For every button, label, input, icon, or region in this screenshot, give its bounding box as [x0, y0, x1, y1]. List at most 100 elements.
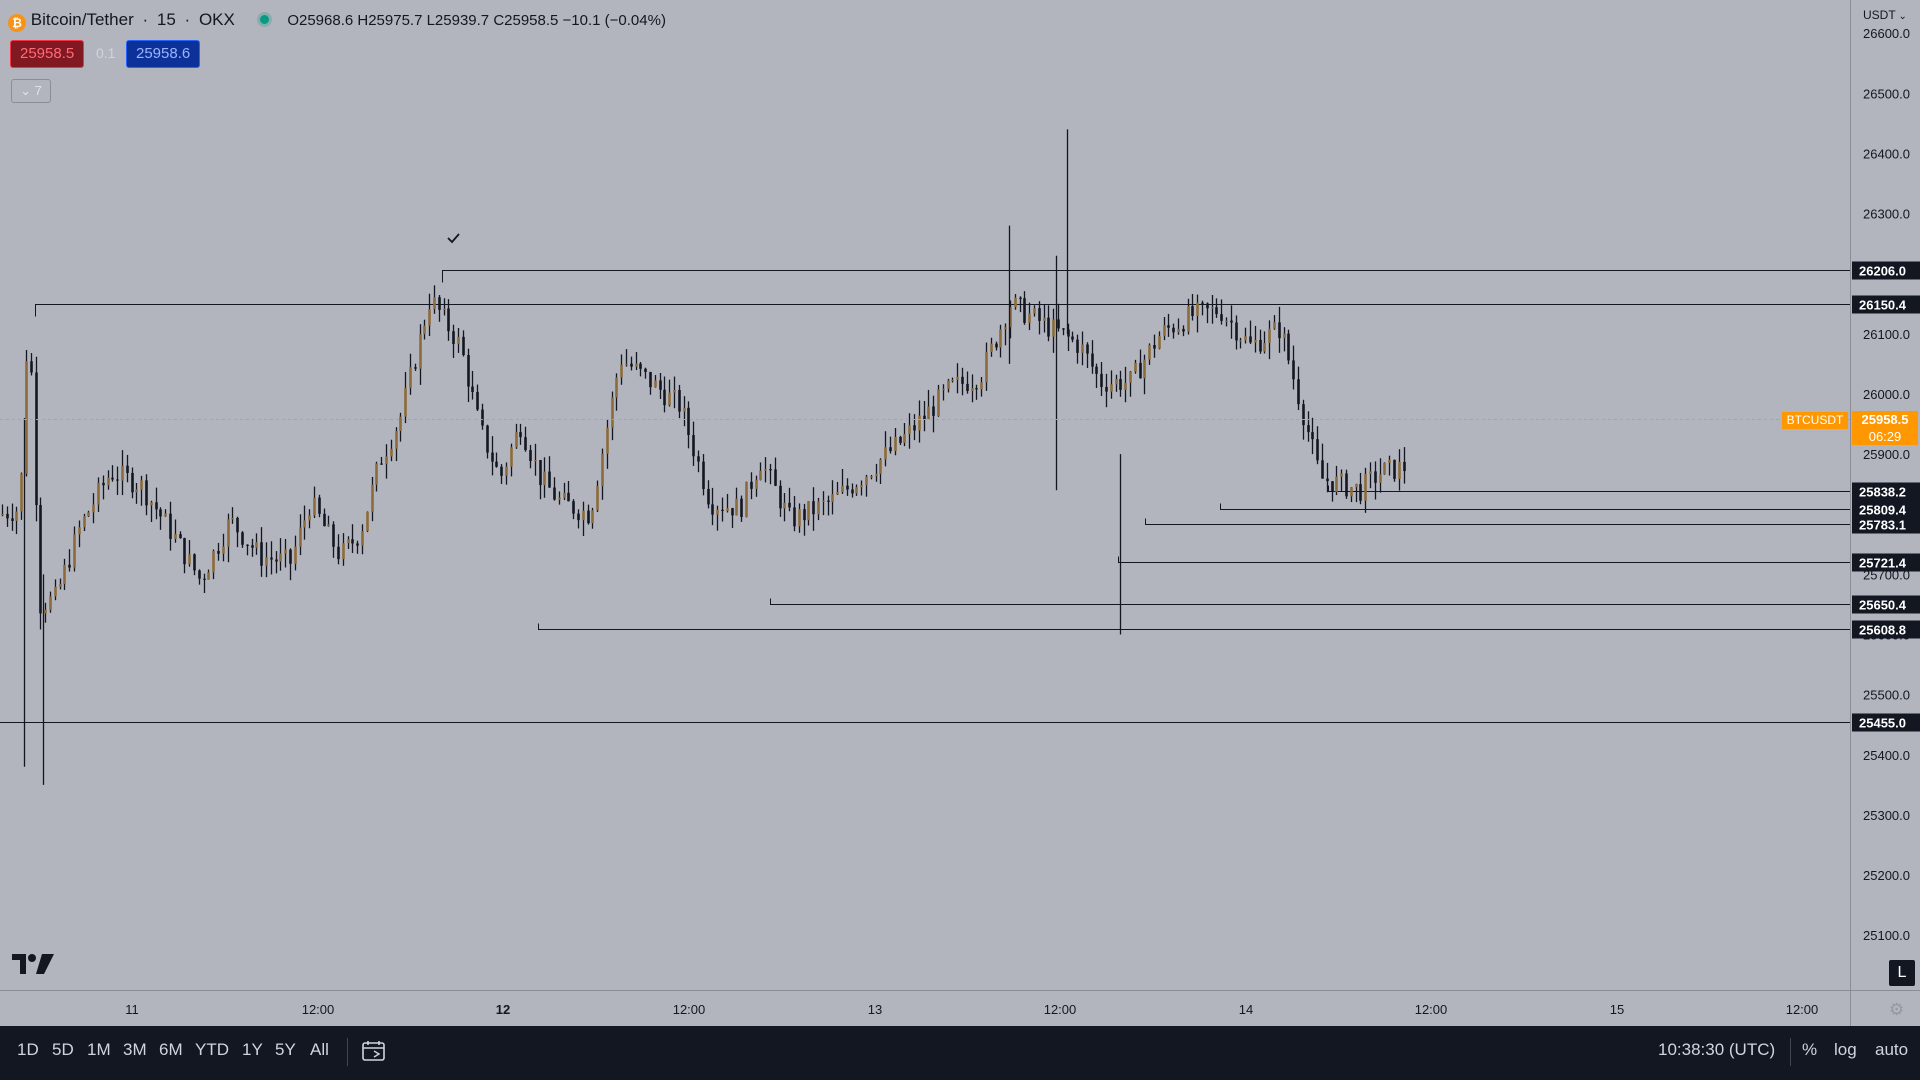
price-tick-label: 26600.0 [1863, 26, 1910, 41]
chart-header: ₿ Bitcoin/Tether · 15 · OKX O25968.6 H25… [8, 10, 666, 34]
indicators-toggle-button[interactable]: ⌄ 7 [11, 79, 51, 103]
range-button-1m[interactable]: 1M [87, 1040, 111, 1059]
candle-body [807, 501, 810, 521]
settings-gear-icon[interactable]: ⚙ [1889, 1000, 1905, 1019]
chevron-down-icon: ⌄ [20, 83, 32, 98]
candle-body [1057, 319, 1060, 329]
candle-body [1071, 336, 1074, 340]
buy-button[interactable]: 25958.6 [126, 40, 201, 68]
candle-body [1364, 473, 1367, 501]
candle-body [1335, 476, 1338, 492]
candle-body [731, 508, 734, 516]
time-axis[interactable]: 11 12:00 12 12:00 13 12:00 14 12:00 15 12:00 [0, 990, 1850, 1027]
candle-body [452, 331, 455, 345]
candle-body [1292, 360, 1295, 380]
candle-body [486, 425, 489, 453]
auto-scale-toggle[interactable]: auto [1875, 1040, 1909, 1059]
candle-body [491, 452, 494, 462]
candle-body [923, 415, 926, 420]
chart-canvas[interactable] [0, 0, 1850, 990]
candle-body [975, 388, 978, 390]
candle-body [15, 511, 18, 521]
candle-body [1254, 339, 1257, 343]
candle-body [1379, 474, 1382, 483]
candle-body [467, 355, 470, 387]
candle-body [759, 470, 762, 480]
candle-body [1095, 366, 1098, 374]
svg-text:25838.2: 25838.2 [1859, 485, 1906, 500]
countdown-tag: 06:29 [1852, 427, 1918, 445]
candle-body [1311, 432, 1314, 440]
candle-body [351, 539, 354, 544]
level-label: 26206.0 [1852, 261, 1920, 280]
chart-area[interactable]: ₿ Bitcoin/Tether · 15 · OKX O25968.6 H25… [0, 0, 1885, 990]
candle-body [476, 391, 479, 410]
candle-body [207, 572, 210, 580]
currency-selector[interactable]: USDT ⌄ [1863, 8, 1907, 22]
range-button-6m[interactable]: 6M [159, 1040, 183, 1059]
go-to-date-icon[interactable] [362, 1040, 386, 1062]
lock-scale-button[interactable]: L [1889, 960, 1915, 986]
range-button-1d[interactable]: 1D [17, 1040, 39, 1059]
candle-body [1206, 303, 1209, 309]
candle-body [831, 494, 834, 502]
percent-scale-button[interactable]: % [1802, 1040, 1818, 1059]
candle-body [1350, 487, 1353, 497]
level-label: 25608.8 [1852, 620, 1920, 639]
log-scale-button[interactable]: log [1834, 1040, 1857, 1059]
candle-body [543, 471, 546, 486]
candle-body [337, 546, 340, 560]
candle-body [654, 380, 657, 388]
candle-body [1278, 322, 1281, 339]
range-button-1y[interactable]: 1Y [242, 1040, 263, 1059]
candle-body [1187, 306, 1190, 332]
candle-body [884, 447, 887, 460]
symbol-name[interactable]: Bitcoin/Tether [30, 10, 134, 29]
level-label: 25809.4 [1852, 500, 1920, 519]
price-axis[interactable]: USDT ⌄ 26600.026500.026400.026300.026200… [1850, 0, 1920, 990]
candle-body [591, 510, 594, 524]
candle-body [817, 501, 820, 515]
candle-body [159, 509, 162, 517]
candle-body [615, 377, 618, 398]
candle-body [841, 485, 844, 492]
range-button-all[interactable]: All [310, 1040, 329, 1059]
range-button-5d[interactable]: 5D [52, 1040, 74, 1059]
range-button-3m[interactable]: 3M [123, 1040, 147, 1059]
candle-body [471, 386, 474, 392]
candle-body [889, 447, 892, 452]
candle-body [1230, 320, 1233, 323]
candle-body [1091, 353, 1094, 367]
range-button-ytd[interactable]: YTD [195, 1040, 229, 1059]
candle-body [260, 542, 263, 566]
candle-body [687, 407, 690, 436]
bitcoin-logo-icon[interactable]: ₿ [8, 14, 26, 32]
candle-body [505, 466, 508, 476]
range-button-5y[interactable]: 5Y [275, 1040, 296, 1059]
candle-body [49, 596, 52, 610]
candle-body [1297, 379, 1300, 405]
candle-body [54, 586, 57, 597]
candle-body [255, 542, 258, 548]
candle-body [92, 504, 95, 513]
interval[interactable]: 15 [156, 10, 176, 29]
candle-body [44, 609, 47, 614]
candle-body [548, 471, 551, 488]
candle-body [1110, 384, 1113, 392]
market-status-icon[interactable] [259, 15, 269, 24]
candle-body [1263, 343, 1266, 352]
candle-body [1172, 327, 1175, 333]
sell-button[interactable]: 25958.5 [10, 40, 85, 68]
time-tick-label: 15 [1610, 1002, 1624, 1017]
candle-body [937, 389, 940, 416]
level-label: 25838.2 [1852, 482, 1920, 501]
axis-corner[interactable]: ⚙ [1850, 990, 1920, 1027]
candle-body [836, 491, 839, 495]
utc-clock[interactable]: 10:38:30 (UTC) [1658, 1040, 1776, 1059]
candle-body [303, 520, 306, 528]
tradingview-logo-icon[interactable] [12, 952, 56, 976]
candle-body [481, 409, 484, 426]
candle-body [860, 485, 863, 488]
candle-body [534, 460, 537, 462]
level-label: 25455.0 [1852, 713, 1920, 732]
